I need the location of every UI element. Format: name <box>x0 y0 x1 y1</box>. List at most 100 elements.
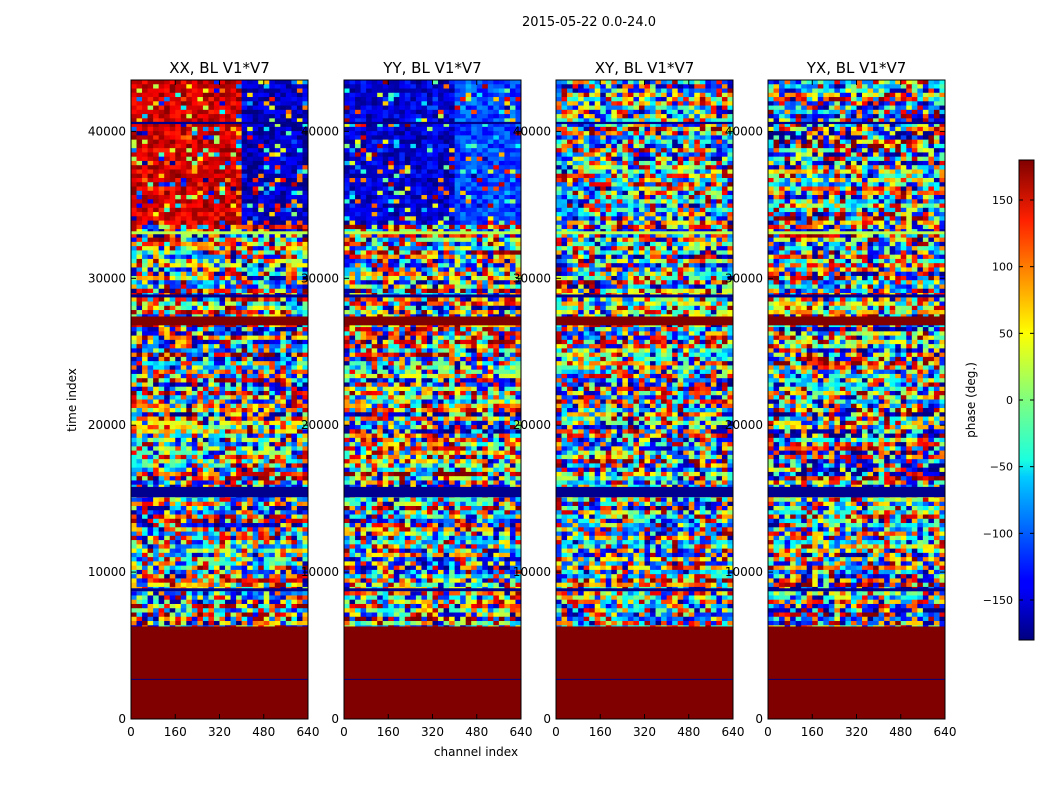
phase-cell <box>280 233 287 239</box>
phase-cell <box>252 169 259 175</box>
phase-cell <box>142 480 148 486</box>
phase-cell <box>230 454 237 460</box>
phase-cell <box>175 190 182 196</box>
phase-cell <box>213 510 220 515</box>
phase-cell <box>280 608 287 613</box>
phase-cell <box>219 173 226 179</box>
phase-cell <box>175 437 182 443</box>
phase-cell <box>213 284 220 290</box>
phase-cell <box>180 250 187 256</box>
phase-cell <box>213 459 220 464</box>
phase-cell <box>136 535 143 541</box>
phase-cell <box>236 437 243 443</box>
phase-cell <box>131 109 137 115</box>
phase-cell <box>371 84 378 89</box>
phase-cell <box>236 114 243 119</box>
phase-cell <box>296 114 303 119</box>
phase-cell <box>230 97 237 102</box>
phase-cell <box>142 501 148 507</box>
phase-cell <box>175 459 182 464</box>
phase-cell <box>131 535 137 541</box>
phase-cell <box>241 246 248 251</box>
phase-cell <box>247 186 254 192</box>
phase-cell <box>252 548 259 554</box>
phase-cell <box>158 412 165 417</box>
phase-cell <box>274 552 281 558</box>
phase-cell <box>443 97 450 102</box>
phase-cell <box>164 548 171 554</box>
phase-cell <box>208 195 215 200</box>
phase-cell <box>247 369 254 375</box>
phase-cell <box>131 621 137 626</box>
phase-cell <box>258 88 265 94</box>
phase-cell <box>366 92 373 98</box>
phase-cell <box>258 101 265 106</box>
phase-cell <box>274 390 281 396</box>
phase-cell <box>241 591 248 596</box>
phase-cell <box>225 544 231 549</box>
phase-cell <box>263 165 270 170</box>
phase-cell <box>158 352 165 358</box>
phase-cell <box>296 420 303 426</box>
phase-cell <box>208 263 215 268</box>
phase-cell <box>191 80 198 85</box>
phase-cell <box>280 122 287 128</box>
phase-cell <box>158 101 165 106</box>
phase-cell <box>225 122 231 128</box>
phase-cell <box>258 429 265 434</box>
phase-cell <box>269 97 276 102</box>
phase-cell <box>393 92 400 98</box>
phase-cell <box>291 403 298 409</box>
phase-cell <box>164 612 171 618</box>
phase-cell <box>164 182 171 187</box>
phase-cell <box>191 612 198 618</box>
phase-cell <box>241 203 248 209</box>
phase-cell <box>131 233 137 239</box>
phase-cell <box>202 344 209 349</box>
phase-cell <box>291 173 298 179</box>
phase-cell <box>285 544 292 549</box>
phase-cell <box>142 275 148 281</box>
phase-cell <box>169 420 176 426</box>
phase-cell <box>247 92 254 98</box>
phase-cell <box>131 591 137 596</box>
phase-cell <box>230 190 237 196</box>
phase-cell <box>158 420 165 426</box>
phase-cell <box>247 105 254 111</box>
phase-cell <box>136 527 143 532</box>
phase-cell <box>252 399 259 405</box>
phase-cell <box>263 288 270 294</box>
phase-cell <box>197 97 204 102</box>
phase-cell <box>263 327 270 332</box>
phase-cell <box>158 429 165 434</box>
phase-cell <box>147 365 154 371</box>
phase-cell <box>142 143 148 149</box>
phase-cell <box>197 378 204 383</box>
phase-cell <box>164 152 171 158</box>
phase-cell <box>225 203 231 209</box>
phase-cell <box>186 356 193 362</box>
phase-cell <box>213 126 220 132</box>
phase-cell <box>169 621 176 626</box>
phase-cell <box>175 301 182 307</box>
phase-cell <box>236 88 243 94</box>
phase-cell <box>280 335 287 341</box>
phase-cell <box>186 480 193 486</box>
phase-cell <box>213 416 220 422</box>
phase-cell <box>285 578 292 584</box>
phase-cell <box>230 101 237 106</box>
phase-cell <box>291 216 298 221</box>
phase-cell <box>142 80 148 85</box>
phase-cell <box>241 344 248 349</box>
phase-cell <box>252 80 259 85</box>
phase-cell <box>164 297 171 302</box>
phase-cell <box>142 97 148 102</box>
phase-cell <box>191 510 198 515</box>
phase-cell <box>274 84 281 89</box>
phase-cell <box>285 420 292 426</box>
phase-cell <box>142 271 148 277</box>
phase-cell <box>213 569 220 575</box>
phase-cell <box>164 348 171 354</box>
phase-cell <box>169 267 176 273</box>
phase-cell <box>291 378 298 383</box>
